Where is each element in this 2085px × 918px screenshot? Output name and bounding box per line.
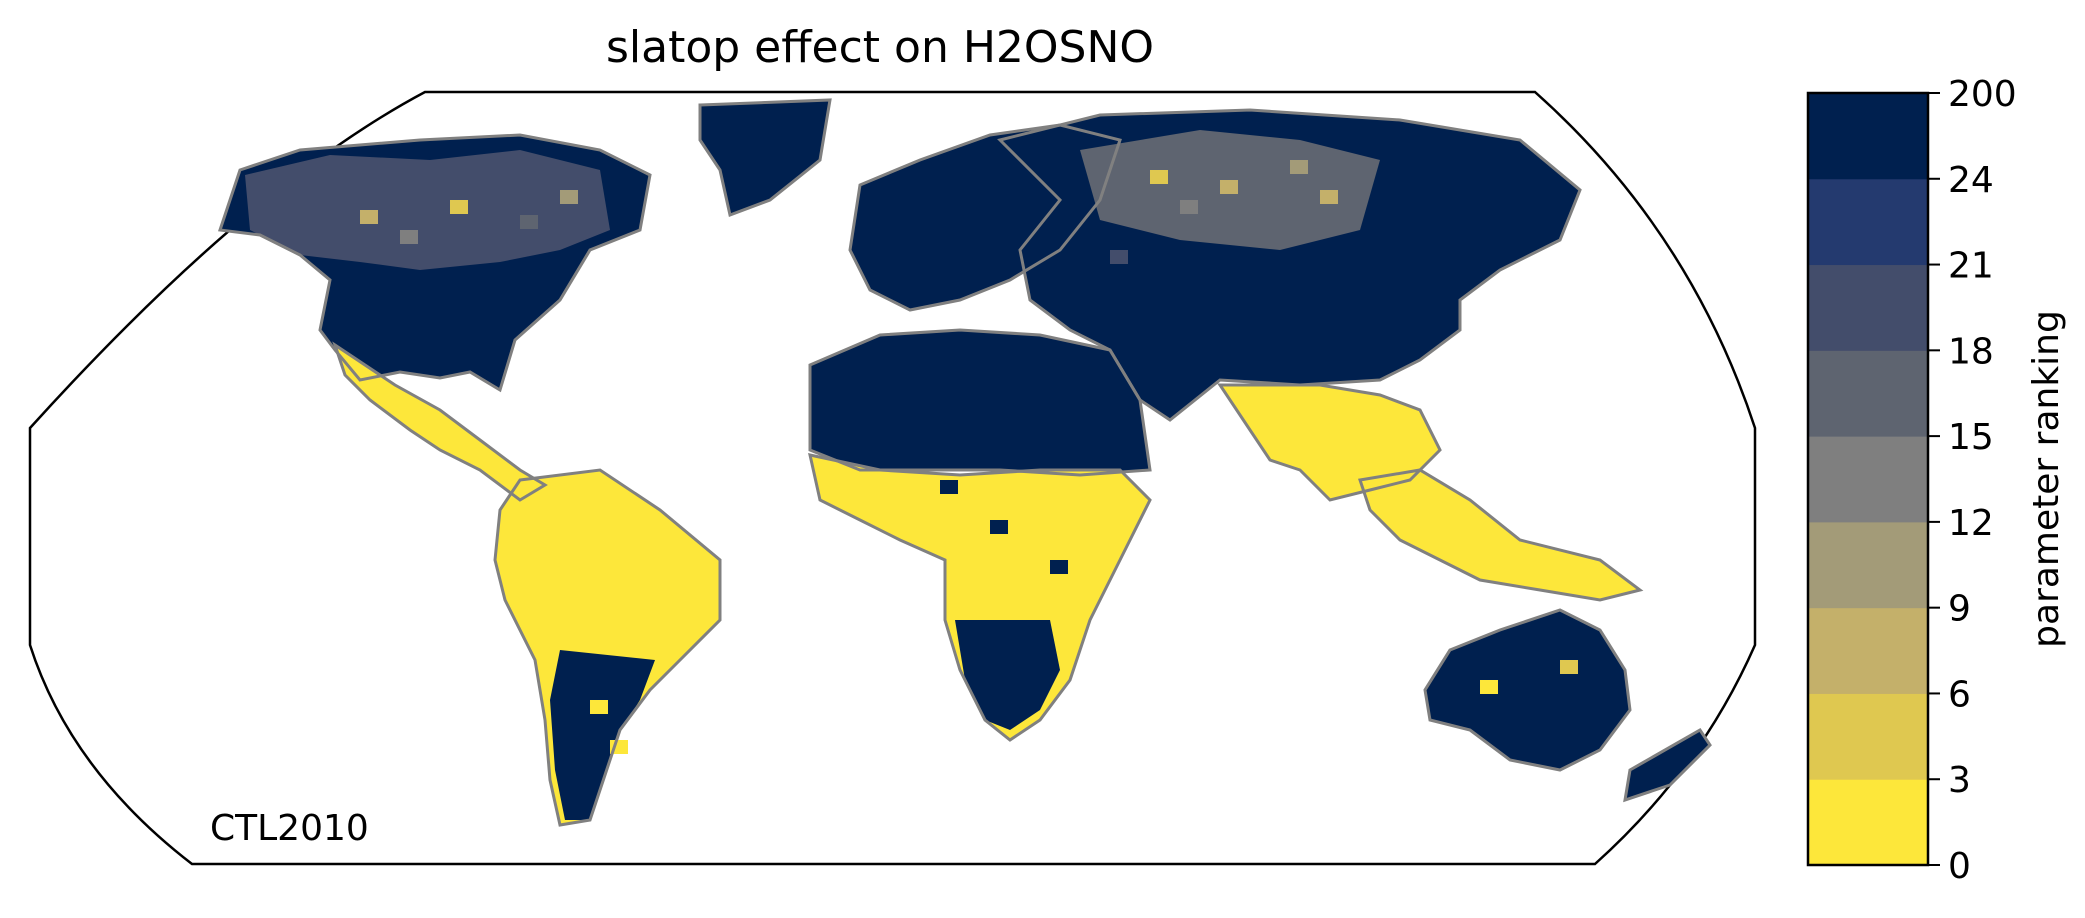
- colorbar-tick-label: 21: [1948, 246, 1994, 287]
- colorbar-tick-label: 12: [1948, 503, 1994, 544]
- colorbar-tick-label: 9: [1948, 589, 1971, 630]
- colorbar-block: [1808, 179, 1928, 265]
- colorbar-tick-label: 3: [1948, 760, 1971, 801]
- colorbar-block: [1808, 350, 1928, 436]
- colorbar-tick-label: 6: [1948, 674, 1971, 715]
- colorbar-block: [1808, 522, 1928, 608]
- colorbar-tick-label: 18: [1948, 331, 1994, 372]
- colorbar-block: [1808, 265, 1928, 351]
- colorbar-ticks: 0 3 6 9 12 15 18 21 24 200: [1928, 74, 2017, 887]
- colorbar-tick-label: 15: [1948, 417, 1994, 458]
- colorbar-block: [1808, 693, 1928, 779]
- colorbar-block: [1808, 779, 1928, 865]
- colorbar-block: [1808, 436, 1928, 522]
- colorbar-block: [1808, 93, 1928, 179]
- colorbar-label: parameter ranking: [2026, 310, 2067, 648]
- colorbar-tick-label: 0: [1948, 846, 1971, 887]
- colorbar-block: [1808, 608, 1928, 694]
- colorbar-blocks: [1808, 93, 1928, 866]
- colorbar-tick-label: 24: [1948, 160, 1994, 201]
- colorbar-tick-label: 200: [1948, 74, 2017, 115]
